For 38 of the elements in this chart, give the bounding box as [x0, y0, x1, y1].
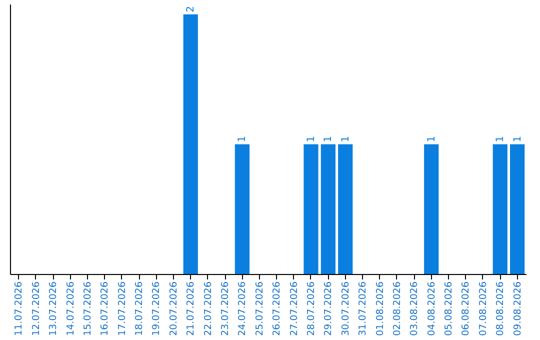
x-tick-label: 12.07.2026	[30, 282, 42, 336]
x-tick-label: 30.07.2026	[340, 282, 352, 336]
x-tick-label: 02.08.2026	[392, 282, 403, 336]
x-tick-label: 13.07.2026	[48, 282, 60, 336]
data-label: 1	[237, 136, 248, 142]
x-tick-label: 14.07.2026	[65, 282, 76, 336]
x-tick-label: 19.07.2026	[151, 282, 162, 336]
x-tick-label: 04.08.2026	[426, 282, 438, 336]
x-tick-label: 28.07.2026	[306, 282, 317, 336]
x-tick-label: 05.08.2026	[444, 282, 455, 336]
x-tick-label: 22.07.2026	[202, 282, 214, 336]
x-tick-label: 15.07.2026	[82, 282, 94, 336]
x-tick-label: 17.07.2026	[116, 282, 128, 336]
data-label: 1	[323, 136, 334, 142]
x-tick-label: 18.07.2026	[134, 282, 146, 336]
x-tick-label: 27.07.2026	[288, 282, 300, 336]
x-tick-label: 25.07.2026	[254, 282, 266, 336]
x-tick-label: 03.08.2026	[409, 282, 420, 336]
x-tick-label: 11.07.2026	[14, 282, 25, 336]
x-tick-label: 06.08.2026	[460, 282, 472, 336]
x-tick-label: 20.07.2026	[168, 282, 180, 336]
x-tick-label: 29.07.2026	[323, 282, 334, 336]
x-tick-label: 07.08.2026	[478, 282, 489, 336]
x-tick-label: 26.07.2026	[272, 282, 283, 336]
x-tick-label: 31.07.2026	[358, 282, 369, 336]
x-tick-label: 09.08.2026	[512, 282, 524, 336]
x-tick-label: 21.07.2026	[186, 282, 197, 336]
data-label: 1	[306, 136, 317, 142]
data-label: 1	[495, 136, 506, 142]
data-label: 1	[426, 136, 438, 142]
data-label: 2	[186, 6, 197, 12]
x-tick-label: 16.07.2026	[100, 282, 111, 336]
data-label: 1	[340, 136, 352, 142]
x-tick-label: 08.08.2026	[495, 282, 506, 336]
x-tick-label: 23.07.2026	[220, 282, 232, 336]
data-label: 1	[512, 136, 524, 142]
x-tick-label: 24.07.2026	[237, 282, 248, 336]
x-tick-label: 01.08.2026	[374, 282, 386, 336]
